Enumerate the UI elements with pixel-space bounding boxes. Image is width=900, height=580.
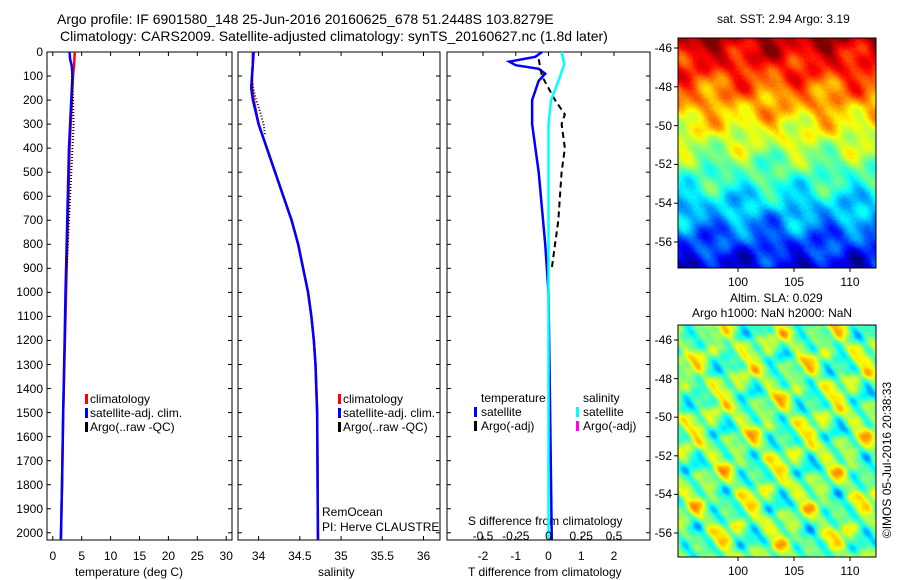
y-tick-label: 2000 (16, 526, 43, 540)
x-tick-label: 30 (220, 549, 233, 563)
legend-swatch (338, 422, 341, 432)
lat-tick-label: -54 (655, 487, 672, 501)
y-tick-label: 400 (23, 141, 43, 155)
legend-swatch (85, 422, 88, 432)
y-tick-label: 200 (23, 93, 43, 107)
x-tick-label: 1 (578, 549, 585, 563)
lat-tick-label: -50 (655, 119, 672, 133)
x-tick-label: 35.5 (371, 549, 394, 563)
lat-tick-label: -48 (655, 372, 672, 386)
series-t-argo-adj- (539, 59, 565, 268)
x-tick-label: 34.5 (288, 549, 311, 563)
x-tick-label: 36 (417, 549, 430, 563)
plot-frame-temperature (47, 52, 232, 540)
x-tick-label: 2 (611, 549, 618, 563)
y-tick-label: 800 (23, 237, 43, 251)
y-tick-label: 1100 (17, 309, 43, 323)
y-tick-label: 1000 (16, 285, 43, 299)
y-tick-label: 1400 (16, 382, 43, 396)
lat-tick-label: -54 (655, 196, 672, 210)
lat-tick-label: -50 (655, 410, 672, 424)
x-tick-label: 35 (334, 549, 347, 563)
series-satellite-adj-clim- (251, 52, 318, 540)
lon-tick-label: 105 (784, 275, 804, 289)
y-tick-label: 0 (36, 45, 43, 59)
x2-tick-label: -0.5 (473, 529, 494, 543)
lat-tick-label: -52 (655, 449, 672, 463)
legend-swatch (576, 407, 579, 417)
series-t-satellite (509, 52, 552, 540)
x-tick-label: 25 (191, 549, 204, 563)
y-tick-label: 700 (23, 213, 43, 227)
x2-tick-label: 0 (545, 529, 552, 543)
lat-tick-label: -56 (655, 235, 672, 249)
lon-tick-label: 110 (840, 275, 859, 289)
x2-tick-label: -0.25 (502, 529, 529, 543)
y-tick-label: 300 (23, 117, 43, 131)
legend-swatch (576, 421, 579, 431)
x-tick-label: 5 (78, 549, 85, 563)
map-frame (678, 325, 876, 557)
y-tick-label: 1700 (16, 454, 43, 468)
lon-tick-label: 100 (728, 564, 748, 578)
legend-swatch (85, 394, 88, 404)
y-tick-label: 1800 (16, 478, 43, 492)
series-satellite-adj-clim- (61, 52, 73, 540)
lat-tick-label: -48 (655, 80, 672, 94)
legend-swatch (338, 408, 341, 418)
lat-tick-label: -56 (655, 526, 672, 540)
plot-frame-salinity (238, 52, 440, 540)
y-tick-label: 1900 (16, 502, 43, 516)
x-tick-label: 15 (133, 549, 146, 563)
y-tick-label: 1200 (16, 333, 43, 347)
legend-swatch (474, 421, 477, 431)
x-tick-label: -1 (510, 549, 521, 563)
x2-tick-label: 0.5 (606, 529, 623, 543)
lat-tick-label: -46 (655, 41, 672, 55)
x-tick-label: 20 (162, 549, 175, 563)
argo-profile-figure: Argo profile: IF 6901580_148 25-Jun-2016… (0, 0, 900, 580)
x-tick-label: 0 (49, 549, 56, 563)
y-tick-label: 1600 (16, 430, 43, 444)
y-tick-label: 500 (23, 165, 43, 179)
x2-tick-label: 0.25 (570, 529, 593, 543)
y-tick-label: 1500 (16, 406, 43, 420)
lat-tick-label: -52 (655, 157, 672, 171)
x-tick-label: 0 (545, 549, 552, 563)
x-tick-label: -2 (478, 549, 489, 563)
y-tick-label: 1300 (16, 358, 43, 372)
y-tick-label: 600 (23, 189, 43, 203)
legend-swatch (474, 407, 477, 417)
lat-tick-label: -46 (655, 333, 672, 347)
lon-tick-label: 105 (784, 564, 804, 578)
y-tick-label: 900 (23, 261, 43, 275)
x-tick-label: 34 (252, 549, 265, 563)
legend-swatch (85, 408, 88, 418)
map-frame (678, 38, 876, 268)
lon-tick-label: 100 (728, 275, 748, 289)
y-tick-label: 100 (23, 69, 43, 83)
x-tick-label: 10 (104, 549, 117, 563)
lon-tick-label: 110 (840, 564, 859, 578)
profile-plots (0, 0, 900, 580)
legend-swatch (338, 394, 341, 404)
